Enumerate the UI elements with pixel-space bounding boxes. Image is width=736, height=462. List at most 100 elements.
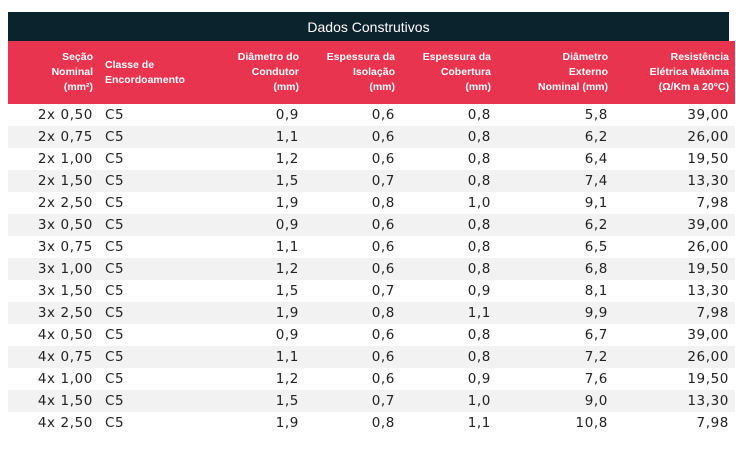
header-secao-nominal: Seção Nominal (mm²) xyxy=(51,51,93,93)
cell-cobertura: 1,1 xyxy=(467,305,491,321)
cell-diametro-condutor: 1,5 xyxy=(275,393,299,409)
table-row: 2x 0,50 C5 0,9 0,6 0,8 5,8 39,00 xyxy=(8,104,735,126)
construction-data-table: Seção Nominal (mm²) Classe de Encordoame… xyxy=(8,41,735,434)
cell-diametro-externo: 6,7 xyxy=(584,327,608,343)
cell-isolacao: 0,6 xyxy=(371,371,395,387)
cell-classe: C5 xyxy=(105,151,125,167)
cell-resistencia: 39,00 xyxy=(687,327,729,343)
table-row: 4x 0,50 C5 0,9 0,6 0,8 6,7 39,00 xyxy=(8,324,735,346)
table-row: 3x 0,75 C5 1,1 0,6 0,8 6,5 26,00 xyxy=(8,236,735,258)
cell-isolacao: 0,8 xyxy=(371,195,395,211)
cell-resistencia: 26,00 xyxy=(687,239,729,255)
cell-diametro-condutor: 1,1 xyxy=(275,349,299,365)
cell-diametro-externo: 10,8 xyxy=(575,415,608,431)
cell-resistencia: 26,00 xyxy=(687,349,729,365)
cell-diametro-condutor: 1,2 xyxy=(275,261,299,277)
cell-classe: C5 xyxy=(105,349,125,365)
cell-diametro-externo: 6,5 xyxy=(584,239,608,255)
cell-isolacao: 0,6 xyxy=(371,151,395,167)
cell-diametro-externo: 6,8 xyxy=(584,261,608,277)
cell-isolacao: 0,6 xyxy=(371,107,395,123)
cell-resistencia: 39,00 xyxy=(687,107,729,123)
cell-cobertura: 0,8 xyxy=(467,327,491,343)
cell-diametro-condutor: 1,9 xyxy=(275,415,299,431)
table-row: 2x 1,00 C5 1,2 0,6 0,8 6,4 19,50 xyxy=(8,148,735,170)
cell-diametro-condutor: 1,1 xyxy=(275,129,299,145)
cell-resistencia: 13,30 xyxy=(687,393,729,409)
cell-diametro-condutor: 1,2 xyxy=(275,151,299,167)
cell-diametro-externo: 6,2 xyxy=(584,217,608,233)
cell-diametro-externo: 9,9 xyxy=(584,305,608,321)
cell-diametro-externo: 6,4 xyxy=(584,151,608,167)
cell-resistencia: 19,50 xyxy=(687,151,729,167)
cell-cobertura: 0,8 xyxy=(467,129,491,145)
table-row: 2x 1,50 C5 1,5 0,7 0,8 7,4 13,30 xyxy=(8,170,735,192)
cell-secao: 3x 0,75 xyxy=(37,239,93,255)
cell-diametro-condutor: 1,1 xyxy=(275,239,299,255)
table-row: 2x 2,50 C5 1,9 0,8 1,0 9,1 7,98 xyxy=(8,192,735,214)
cell-diametro-externo: 9,1 xyxy=(584,195,608,211)
cell-classe: C5 xyxy=(105,217,125,233)
cell-resistencia: 13,30 xyxy=(687,173,729,189)
cell-resistencia: 19,50 xyxy=(687,371,729,387)
cell-isolacao: 0,6 xyxy=(371,217,395,233)
cell-classe: C5 xyxy=(105,195,125,211)
cell-resistencia: 19,50 xyxy=(687,261,729,277)
cell-cobertura: 0,9 xyxy=(467,371,491,387)
cell-resistencia: 7,98 xyxy=(696,305,729,321)
cell-diametro-condutor: 1,9 xyxy=(275,195,299,211)
cell-cobertura: 0,8 xyxy=(467,151,491,167)
cell-cobertura: 0,8 xyxy=(467,349,491,365)
cell-isolacao: 0,6 xyxy=(371,239,395,255)
cell-secao: 2x 1,00 xyxy=(37,151,93,167)
cell-diametro-condutor: 1,5 xyxy=(275,283,299,299)
specs-table-container: Dados Construtivos Seção Nominal (mm²) C… xyxy=(8,12,735,434)
cell-diametro-externo: 7,6 xyxy=(584,371,608,387)
cell-diametro-externo: 7,4 xyxy=(584,173,608,189)
cell-secao: 4x 1,00 xyxy=(37,371,93,387)
cell-isolacao: 0,8 xyxy=(371,305,395,321)
cell-classe: C5 xyxy=(105,107,125,123)
cell-secao: 4x 2,50 xyxy=(37,415,93,431)
cell-classe: C5 xyxy=(105,371,125,387)
table-row: 3x 1,00 C5 1,2 0,6 0,8 6,8 19,50 xyxy=(8,258,735,280)
cell-diametro-condutor: 1,2 xyxy=(275,371,299,387)
cell-secao: 2x 2,50 xyxy=(37,195,93,211)
cell-classe: C5 xyxy=(105,415,125,431)
cell-resistencia: 26,00 xyxy=(687,129,729,145)
cell-resistencia: 13,30 xyxy=(687,283,729,299)
cell-classe: C5 xyxy=(105,173,125,189)
table-row: 3x 0,50 C5 0,9 0,6 0,8 6,2 39,00 xyxy=(8,214,735,236)
cell-resistencia: 7,98 xyxy=(696,195,729,211)
cell-secao: 2x 0,75 xyxy=(37,129,93,145)
cell-diametro-condutor: 1,9 xyxy=(275,305,299,321)
cell-classe: C5 xyxy=(105,283,125,299)
cell-cobertura: 1,0 xyxy=(467,393,491,409)
table-row: 4x 0,75 C5 1,1 0,6 0,8 7,2 26,00 xyxy=(8,346,735,368)
cell-cobertura: 0,8 xyxy=(467,261,491,277)
cell-isolacao: 0,7 xyxy=(371,173,395,189)
header-espessura-isolacao: Espessura da Isolação (mm) xyxy=(326,51,395,93)
cell-classe: C5 xyxy=(105,129,125,145)
cell-isolacao: 0,7 xyxy=(371,393,395,409)
header-espessura-cobertura: Espessura da Cobertura (mm) xyxy=(422,51,491,93)
cell-classe: C5 xyxy=(105,327,125,343)
cell-cobertura: 0,8 xyxy=(467,239,491,255)
cell-secao: 4x 1,50 xyxy=(37,393,93,409)
cell-resistencia: 7,98 xyxy=(696,415,729,431)
cell-secao: 2x 0,50 xyxy=(37,107,93,123)
table-row: 3x 1,50 C5 1,5 0,7 0,9 8,1 13,30 xyxy=(8,280,735,302)
cell-diametro-condutor: 0,9 xyxy=(275,327,299,343)
table-row: 3x 2,50 C5 1,9 0,8 1,1 9,9 7,98 xyxy=(8,302,735,324)
cell-isolacao: 0,8 xyxy=(371,415,395,431)
cell-diametro-externo: 7,2 xyxy=(584,349,608,365)
cell-classe: C5 xyxy=(105,239,125,255)
cell-cobertura: 1,0 xyxy=(467,195,491,211)
header-row: Seção Nominal (mm²) Classe de Encordoame… xyxy=(8,41,735,104)
cell-secao: 3x 1,00 xyxy=(37,261,93,277)
table-row: 4x 2,50 C5 1,9 0,8 1,1 10,8 7,98 xyxy=(8,412,735,434)
cell-isolacao: 0,6 xyxy=(371,261,395,277)
header-diametro-externo: Diâmetro Externo Nominal (mm) xyxy=(537,51,608,93)
header-diametro-condutor: Diâmetro do Condutor (mm) xyxy=(237,51,299,93)
cell-cobertura: 1,1 xyxy=(467,415,491,431)
